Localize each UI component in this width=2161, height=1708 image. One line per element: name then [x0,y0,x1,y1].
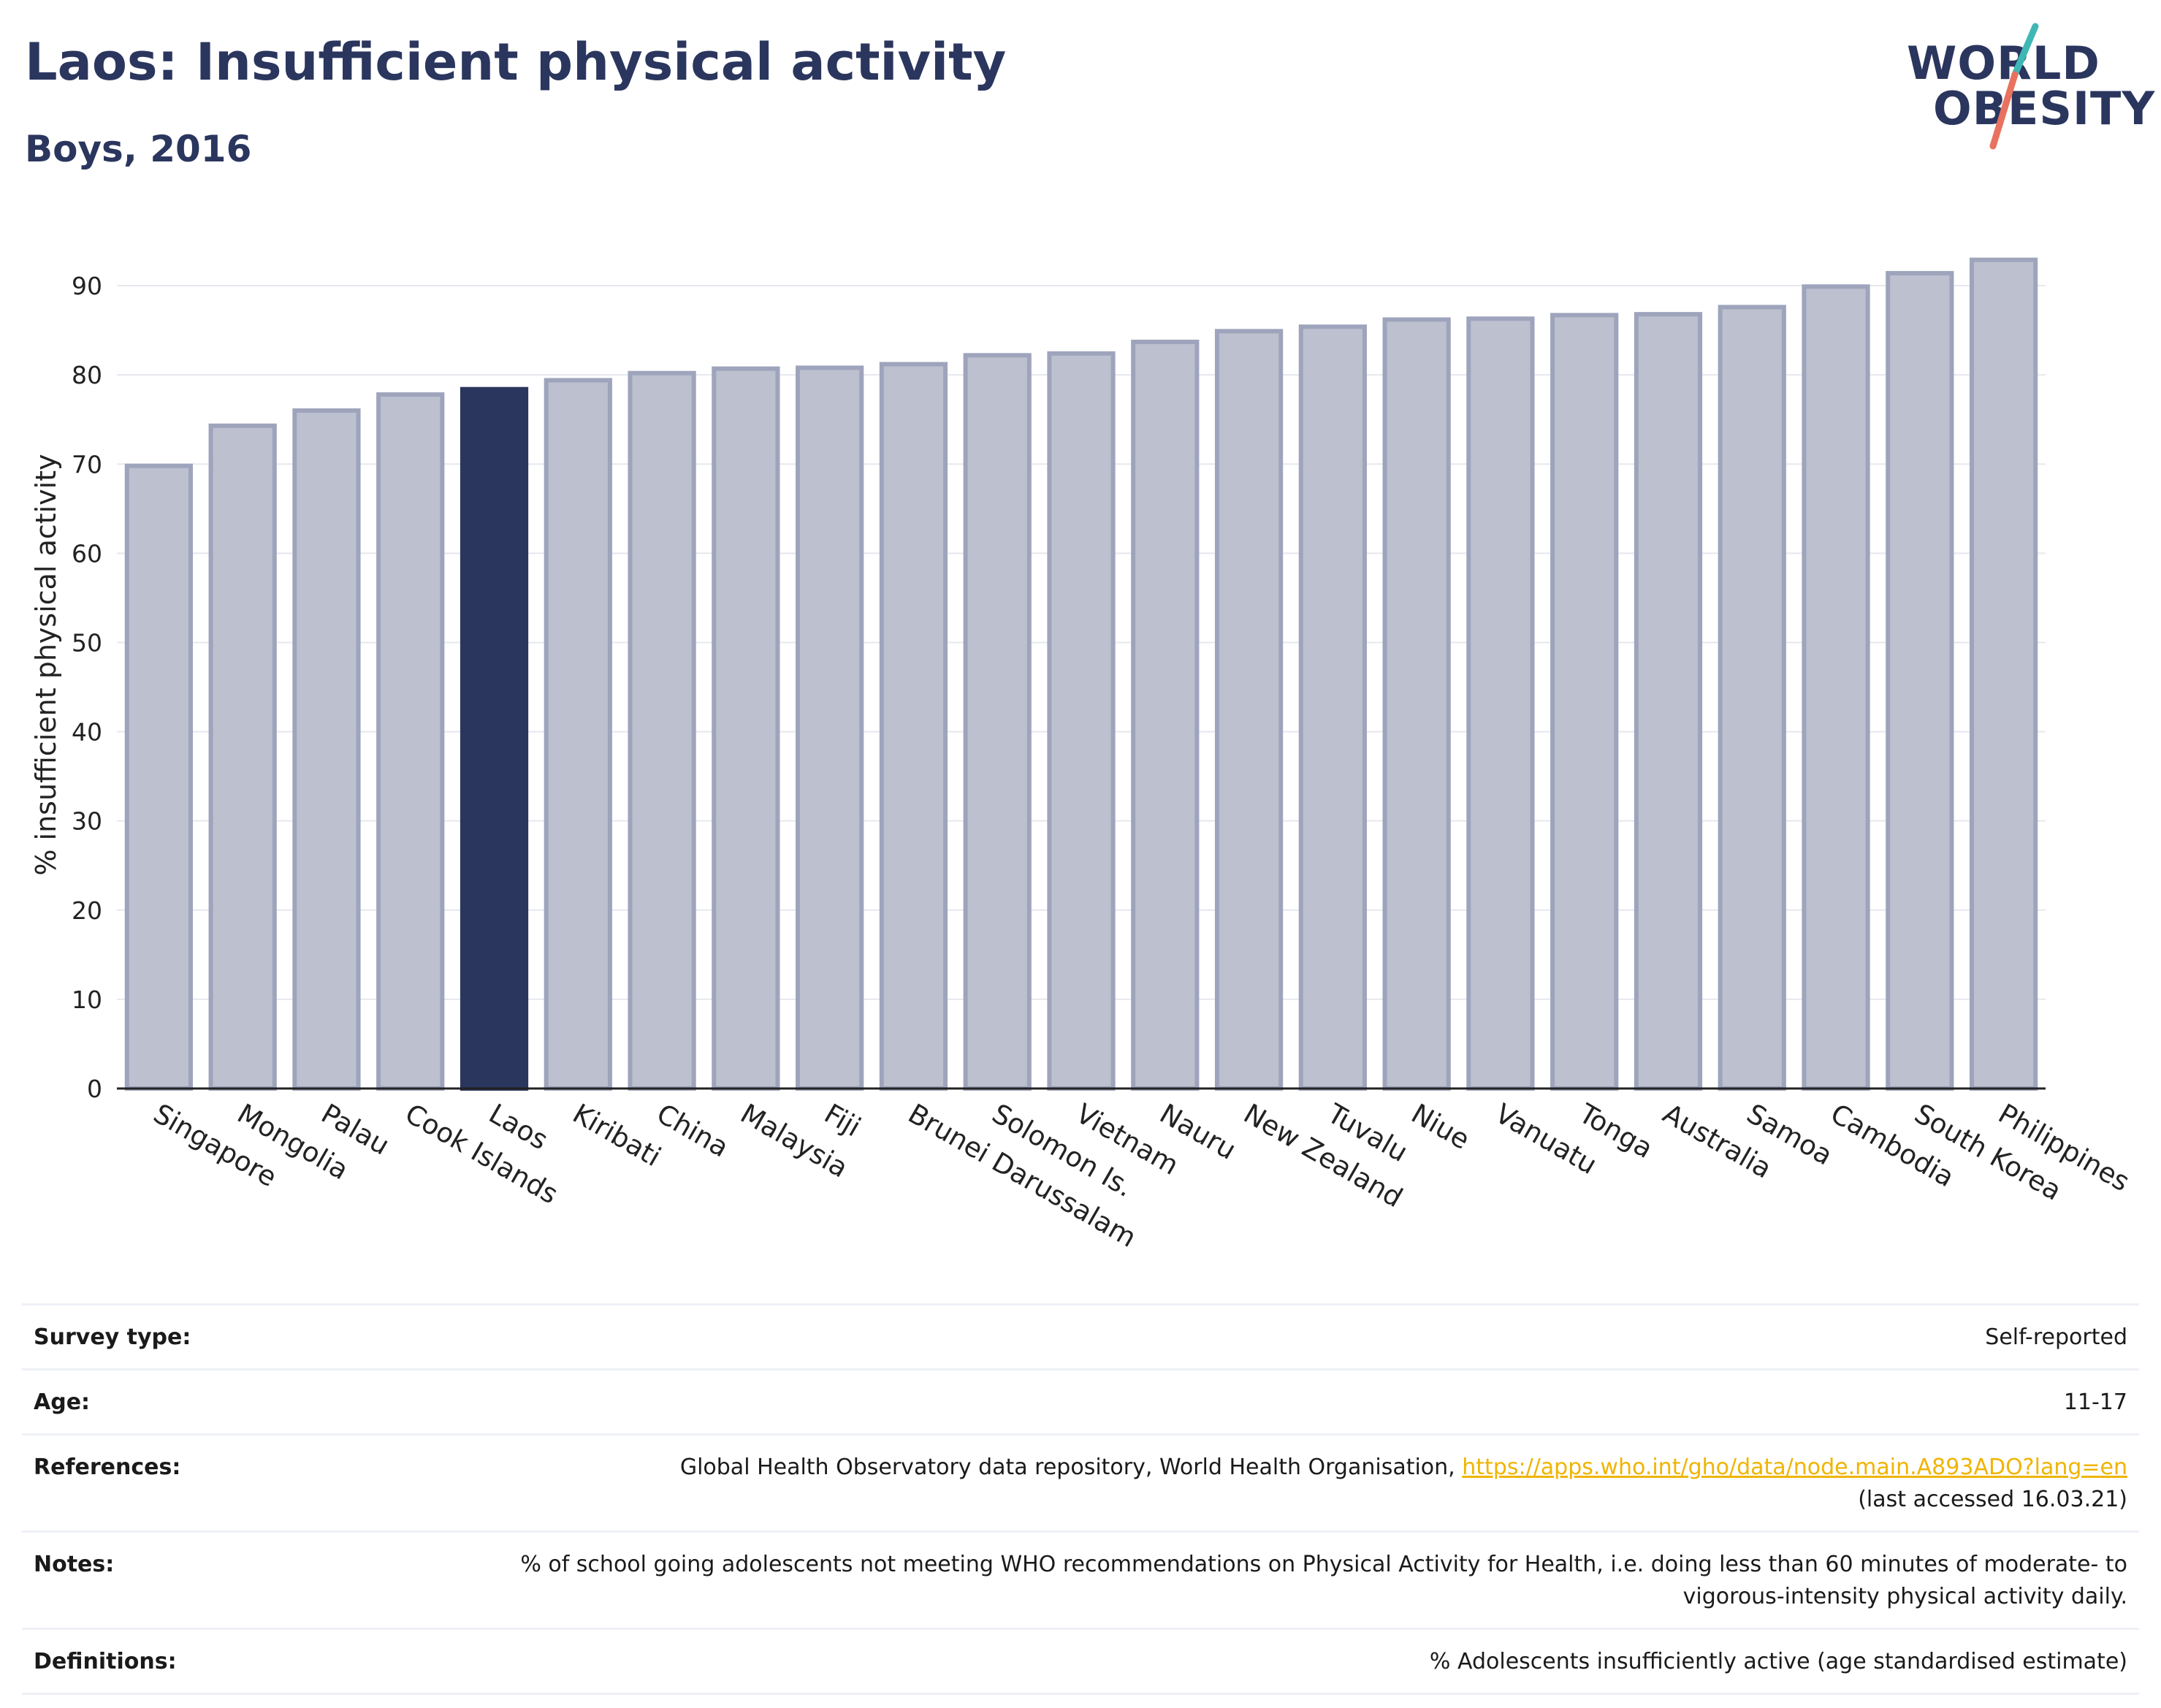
bar [628,370,696,1091]
reference-accessed: (last accessed 16.03.21) [1858,1487,2127,1512]
x-tick-label: China [652,1098,734,1164]
y-axis-ticks: 0 10 20 30 40 50 60 70 80 90 [72,272,102,1103]
y-tick-label: 60 [72,539,102,568]
bar [1969,257,2038,1091]
page-title: Laos: Insufficient physical activity [25,32,1007,92]
bar [376,392,445,1091]
info-label: Definitions: [34,1649,177,1674]
bar [1550,313,1619,1091]
y-tick-label: 30 [72,807,102,836]
bar [712,366,780,1091]
info-label: References: [34,1455,181,1480]
bar [1214,329,1284,1091]
world-obesity-logo: WORLD OBESITY [1907,22,2154,153]
info-table: Survey type: Self-reported Age: 11-17 Re… [22,1303,2139,1695]
bar [1382,317,1451,1091]
page-subtitle: Boys, 2016 [25,128,252,170]
bar [879,362,948,1091]
y-tick-label: 90 [72,272,102,300]
logo-line-1: WORLD [1907,37,2100,90]
reference-link[interactable]: https://apps.who.int/gho/data/node.main.… [1462,1455,2127,1480]
x-tick-label: Cook Islands [400,1098,563,1211]
bar [963,353,1032,1091]
y-axis-title: % insufficient physical activity [30,454,62,875]
bars [124,257,2038,1091]
bar [1802,284,1870,1091]
x-tick-label: Kiribati [568,1098,666,1173]
bar [1466,316,1535,1091]
info-value: 11-17 [2063,1389,2127,1415]
bar [1047,351,1116,1091]
info-value: % Adolescents insufficiently active (age… [1429,1649,2127,1674]
logo-slash-icon [1989,23,2039,150]
x-tick-label: Niue [1406,1098,1475,1156]
info-row-survey-type: Survey type: Self-reported [22,1303,2139,1368]
info-value: Global Health Observatory data repositor… [680,1452,2127,1516]
info-value: % of school going adolescents not meetin… [520,1552,2127,1609]
bar [1886,270,1954,1091]
bar [544,378,612,1091]
bar [208,423,277,1091]
info-value: Self-reported [1985,1324,2127,1350]
y-tick-label: 50 [72,628,102,657]
bar [1718,305,1786,1091]
bar [124,463,194,1091]
bar-chart: 0 10 20 30 40 50 60 70 80 90 SingaporeMongoliaPal… [30,257,2135,1254]
bar [1131,339,1200,1091]
bar [1298,324,1367,1091]
y-tick-label: 40 [72,718,102,747]
bar-highlighted [460,386,529,1091]
y-tick-label: 20 [72,896,102,925]
info-row-age: Age: 11-17 [22,1368,2139,1433]
bar [1634,312,1703,1091]
x-tick-label: Fiji [819,1098,866,1143]
y-tick-label: 70 [72,450,102,479]
logo-line-2: OBESITY [1933,82,2156,135]
reference-text: Global Health Observatory data repositor… [679,1455,1455,1480]
info-label: Notes: [34,1552,115,1577]
y-tick-label: 10 [72,985,102,1014]
info-row-definitions: Definitions: % Adolescents insufficientl… [22,1628,2139,1695]
bar [796,365,864,1091]
info-row-notes: Notes: % of school going adolescents not… [22,1530,2139,1628]
y-tick-label: 0 [87,1075,102,1103]
bar [292,408,361,1091]
y-tick-label: 80 [72,361,102,389]
info-label: Survey type: [34,1324,191,1350]
info-label: Age: [34,1389,91,1415]
info-row-references: References: Global Health Observatory da… [22,1433,2139,1530]
